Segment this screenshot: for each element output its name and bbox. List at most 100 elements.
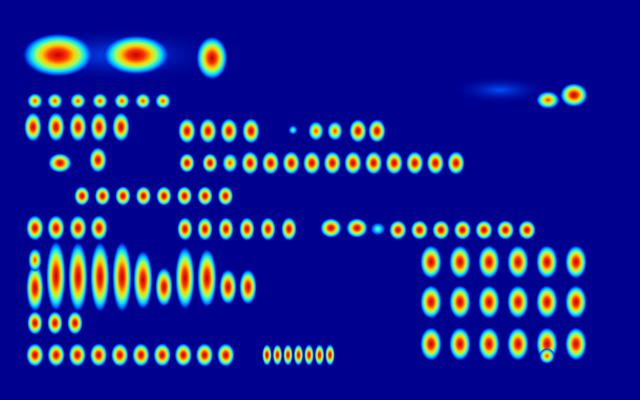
spot-37 xyxy=(344,151,362,175)
spot-78 xyxy=(155,267,173,307)
spot-66 xyxy=(432,220,450,240)
spot-21 xyxy=(220,118,238,144)
spot-97 xyxy=(262,344,272,366)
spot-60 xyxy=(260,217,276,241)
spot-22 xyxy=(242,118,260,144)
spot-40 xyxy=(405,151,424,175)
spot-76 xyxy=(112,241,132,313)
spot-56 xyxy=(177,217,193,241)
spot-122 xyxy=(539,348,555,364)
spot-31 xyxy=(202,153,218,173)
spot-99 xyxy=(283,344,293,366)
spot-108 xyxy=(536,245,558,279)
spot-28 xyxy=(48,153,72,173)
spot-79 xyxy=(175,246,195,310)
spot-2 xyxy=(22,33,94,77)
spot-20 xyxy=(199,118,217,144)
spot-70 xyxy=(518,220,536,240)
spot-86 xyxy=(67,311,83,335)
spot-62 xyxy=(320,218,342,238)
spot-113 xyxy=(507,285,529,319)
spot-71 xyxy=(370,222,386,236)
spot-25 xyxy=(327,121,343,141)
spot-36 xyxy=(323,151,342,175)
spot-43 xyxy=(222,153,238,173)
spot-110 xyxy=(420,285,442,319)
spot-61 xyxy=(281,217,297,241)
spot-15 xyxy=(47,112,65,142)
spot-49 xyxy=(176,186,193,206)
spot-30 xyxy=(179,153,195,173)
spot-67 xyxy=(453,220,472,240)
spot-106 xyxy=(478,245,500,279)
spot-103 xyxy=(325,344,335,366)
spot-69 xyxy=(496,220,515,240)
spot-75 xyxy=(90,241,110,313)
spot-68 xyxy=(475,220,493,240)
spot-107 xyxy=(507,245,529,279)
spot-94 xyxy=(174,343,193,367)
spot-26 xyxy=(349,119,367,143)
spot-58 xyxy=(218,217,234,241)
spot-81 xyxy=(219,269,237,305)
spot-46 xyxy=(115,186,131,206)
spot-44 xyxy=(74,186,90,206)
spot-80 xyxy=(197,248,217,308)
spot-111 xyxy=(449,285,471,319)
spot-77 xyxy=(133,250,153,310)
spot-23 xyxy=(288,125,298,135)
spot-93 xyxy=(153,343,172,367)
spot-102 xyxy=(314,344,325,366)
spot-39 xyxy=(385,151,404,175)
spot-73 xyxy=(46,240,66,312)
spot-3 xyxy=(102,35,170,75)
spot-84 xyxy=(27,311,43,335)
spot-47 xyxy=(135,186,152,206)
spot-90 xyxy=(89,343,108,367)
spot-32 xyxy=(241,151,259,175)
spot-87 xyxy=(26,343,44,367)
spot-100 xyxy=(293,344,304,366)
spot-45 xyxy=(94,186,111,206)
spot-64 xyxy=(389,220,407,240)
spot-91 xyxy=(110,343,129,367)
spot-109 xyxy=(565,245,587,279)
spot-121 xyxy=(565,327,587,361)
spot-96 xyxy=(216,343,235,367)
intensity-spots xyxy=(10,27,588,367)
spot-74 xyxy=(68,241,88,313)
spot-98 xyxy=(272,344,283,366)
spot-118 xyxy=(478,327,500,361)
spot-82 xyxy=(239,269,257,305)
spot-38 xyxy=(364,151,383,175)
spot-4 xyxy=(196,36,228,80)
spot-55 xyxy=(90,215,108,241)
spot-92 xyxy=(132,343,150,367)
spot-27 xyxy=(368,119,386,143)
spot-112 xyxy=(478,285,500,319)
spot-12 xyxy=(135,93,151,109)
spot-119 xyxy=(507,327,529,361)
spot-1 xyxy=(450,76,550,104)
spot-88 xyxy=(47,343,66,367)
spot-117 xyxy=(449,327,471,361)
spot-9 xyxy=(70,93,86,109)
spot-42 xyxy=(447,151,465,175)
spot-35 xyxy=(302,151,321,175)
spot-10 xyxy=(92,93,108,109)
spot-11 xyxy=(114,93,130,109)
spot-59 xyxy=(239,217,255,241)
spot-101 xyxy=(304,344,314,366)
spot-105 xyxy=(449,245,471,279)
spot-41 xyxy=(426,151,445,175)
spot-53 xyxy=(47,215,65,241)
spot-63 xyxy=(346,218,368,238)
spot-19 xyxy=(178,118,196,144)
spot-13 xyxy=(155,93,171,109)
spot-7 xyxy=(27,93,43,109)
spot-18 xyxy=(112,112,130,142)
spot-116 xyxy=(420,327,442,361)
spot-85 xyxy=(47,311,63,335)
spot-29 xyxy=(89,147,107,173)
spot-14 xyxy=(24,112,42,142)
